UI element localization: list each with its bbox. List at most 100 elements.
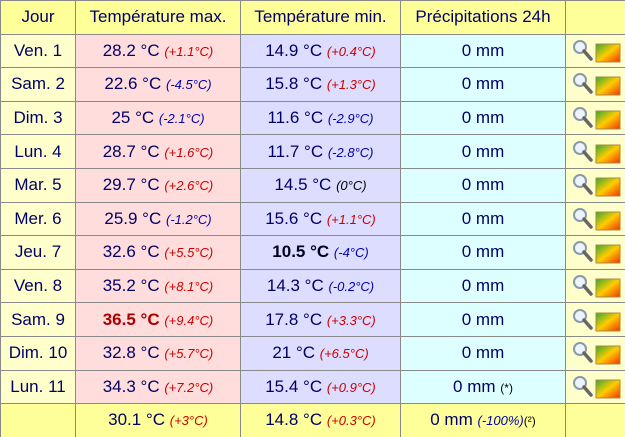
tmax-cell: 28.7 °C (+1.6°C): [75, 134, 241, 169]
column-header: Température min.: [240, 0, 401, 35]
note: (*): [500, 380, 513, 395]
icon-cell: [565, 302, 625, 337]
note: (²): [523, 414, 536, 429]
tmax-cell: 22.6 °C (-4.5°C): [75, 67, 241, 102]
icons: [572, 241, 620, 264]
tmin-deviation: (+0.4°C): [326, 43, 376, 59]
day-cell: Ven. 8: [0, 268, 76, 304]
tmax-value: 36.5 °C: [102, 309, 160, 329]
tmax-cell: 34.3 °C (+7.2°C): [75, 369, 241, 405]
data-row: Lun. 4 28.7 °C (+1.6°C) 11.7 °C (-2.8°C) 0 …: [0, 134, 625, 169]
icons: [572, 308, 620, 332]
icon-cell: [565, 67, 625, 102]
tmax-deviation: (-1.2°C): [165, 211, 212, 227]
tmin-deviation: (+0.9°C): [326, 379, 376, 395]
data-row: Mer. 6 25.9 °C (-1.2°C) 15.6 °C (+1.1°C) 0 …: [0, 201, 625, 237]
precip-cell: 0 mm: [400, 134, 566, 169]
icons: [572, 275, 620, 298]
icons: [572, 174, 620, 197]
precip-value: 0 mm: [461, 242, 505, 262]
tmax-cell: 28.2 °C (+1.1°C): [75, 33, 241, 69]
tmax-value: 34.3 °C: [102, 376, 160, 396]
column-header: Jour: [0, 0, 76, 35]
tmin-cell: 14.3 °C (-0.2°C): [240, 268, 401, 304]
tmax-value: 32.8 °C: [102, 343, 160, 363]
precip-value: 0 mm: [461, 175, 505, 195]
icon-cell: [565, 235, 625, 270]
precip-cell: 0 mm: [400, 335, 566, 371]
tmin-value: 15.6 °C: [265, 208, 323, 228]
day-cell: Ven. 1: [0, 33, 76, 69]
precip-deviation: (-100%): [477, 413, 524, 429]
tmin-value: 21 °C: [272, 343, 316, 363]
icon-cell: [565, 33, 625, 69]
tmax-deviation: (+1.1°C): [164, 43, 214, 59]
tmax-deviation: (+5.7°C): [164, 346, 214, 362]
tmax-cell: 30.1 °C (+3°C): [75, 403, 241, 437]
tmin-deviation: (-2.8°C): [327, 144, 374, 160]
precip-cell: 0 mm: [400, 167, 566, 203]
precip-cell: 0 mm: [400, 201, 566, 237]
column-header: Précipitations 24h: [400, 0, 566, 35]
tmin-value: 17.8 °C: [265, 309, 323, 329]
data-row: Ven. 1 28.2 °C (+1.1°C) 14.9 °C (+0.4°C) 0 …: [0, 33, 625, 69]
tmin-cell: 14.9 °C (+0.4°C): [240, 33, 401, 69]
tmin-cell: 21 °C (+6.5°C): [240, 335, 401, 371]
tmax-value: 28.7 °C: [102, 141, 160, 161]
day-cell: Sam. 9: [0, 302, 76, 337]
precip-cell: 0 mm: [400, 100, 566, 136]
tmax-cell: 29.7 °C (+2.6°C): [75, 167, 241, 203]
tmax-deviation: (-2.1°C): [158, 111, 205, 127]
tmax-deviation: (+7.2°C): [164, 379, 214, 395]
tmin-deviation: (-4°C): [333, 245, 369, 261]
data-row: Sam. 2 22.6 °C (-4.5°C) 15.8 °C (+1.3°C) 0 …: [0, 67, 625, 102]
day-cell: Jeu. 7: [0, 235, 76, 270]
tmax-deviation: (+9.4°C): [164, 312, 214, 328]
tmin-value: 15.8 °C: [265, 74, 323, 94]
tmin-deviation: (-2.9°C): [327, 111, 374, 127]
icon-cell: [565, 369, 625, 405]
icons: [572, 39, 620, 63]
tmax-deviation: (+5.5°C): [164, 245, 214, 261]
precip-value: 0 mm: [461, 309, 505, 329]
tmax-value: 29.7 °C: [102, 175, 160, 195]
precip-value: 0 mm: [453, 376, 496, 396]
data-row: Sam. 9 36.5 °C (+9.4°C) 17.8 °C (+3.3°C) 0 …: [0, 302, 625, 337]
day-cell: Dim. 10: [0, 335, 76, 371]
tmax-value: 32.6 °C: [102, 242, 160, 262]
day-cell: [0, 403, 76, 437]
table-head: Jour Température max. Température min. Préc…: [0, 0, 625, 35]
tmax-value: 25.9 °C: [104, 208, 162, 228]
tmin-deviation: (+1.3°C): [326, 77, 376, 93]
data-row: Dim. 10 32.8 °C (+5.7°C) 21 °C (+6.5°C) 0 m…: [0, 335, 625, 371]
tmin-cell: 14.5 °C (0°C): [240, 167, 401, 203]
day-cell: Lun. 4: [0, 134, 76, 169]
precip-value: 0 mm: [430, 410, 473, 430]
tmax-cell: 32.8 °C (+5.7°C): [75, 335, 241, 371]
tmin-value: 14.3 °C: [266, 276, 324, 296]
day-cell: Lun. 11: [0, 369, 76, 405]
precip-value: 0 mm: [461, 40, 505, 60]
tmax-value: 28.2 °C: [102, 40, 160, 60]
tmin-cell: 15.8 °C (+1.3°C): [240, 67, 401, 102]
precip-cell: 0 mm: [400, 235, 566, 270]
tmin-value: 15.4 °C: [265, 376, 323, 396]
icons: [572, 140, 620, 164]
precip-value: 0 mm: [461, 141, 505, 161]
icon-cell: [565, 335, 625, 371]
tmax-cell: 25.9 °C (-1.2°C): [75, 201, 241, 237]
precip-cell: 0 mm: [400, 268, 566, 304]
day-cell: Sam. 2: [0, 67, 76, 102]
precip-value: 0 mm: [461, 343, 505, 363]
tmax-deviation: (+2.6°C): [164, 178, 214, 194]
icon-cell: [565, 403, 625, 437]
tmin-cell: 15.6 °C (+1.1°C): [240, 201, 401, 237]
icons: [572, 73, 620, 96]
tmax-cell: 35.2 °C (+8.1°C): [75, 268, 241, 304]
icon-cell: [565, 268, 625, 304]
tmin-cell: 15.4 °C (+0.9°C): [240, 369, 401, 405]
icons: [572, 342, 620, 365]
icon-cell: [565, 100, 625, 136]
